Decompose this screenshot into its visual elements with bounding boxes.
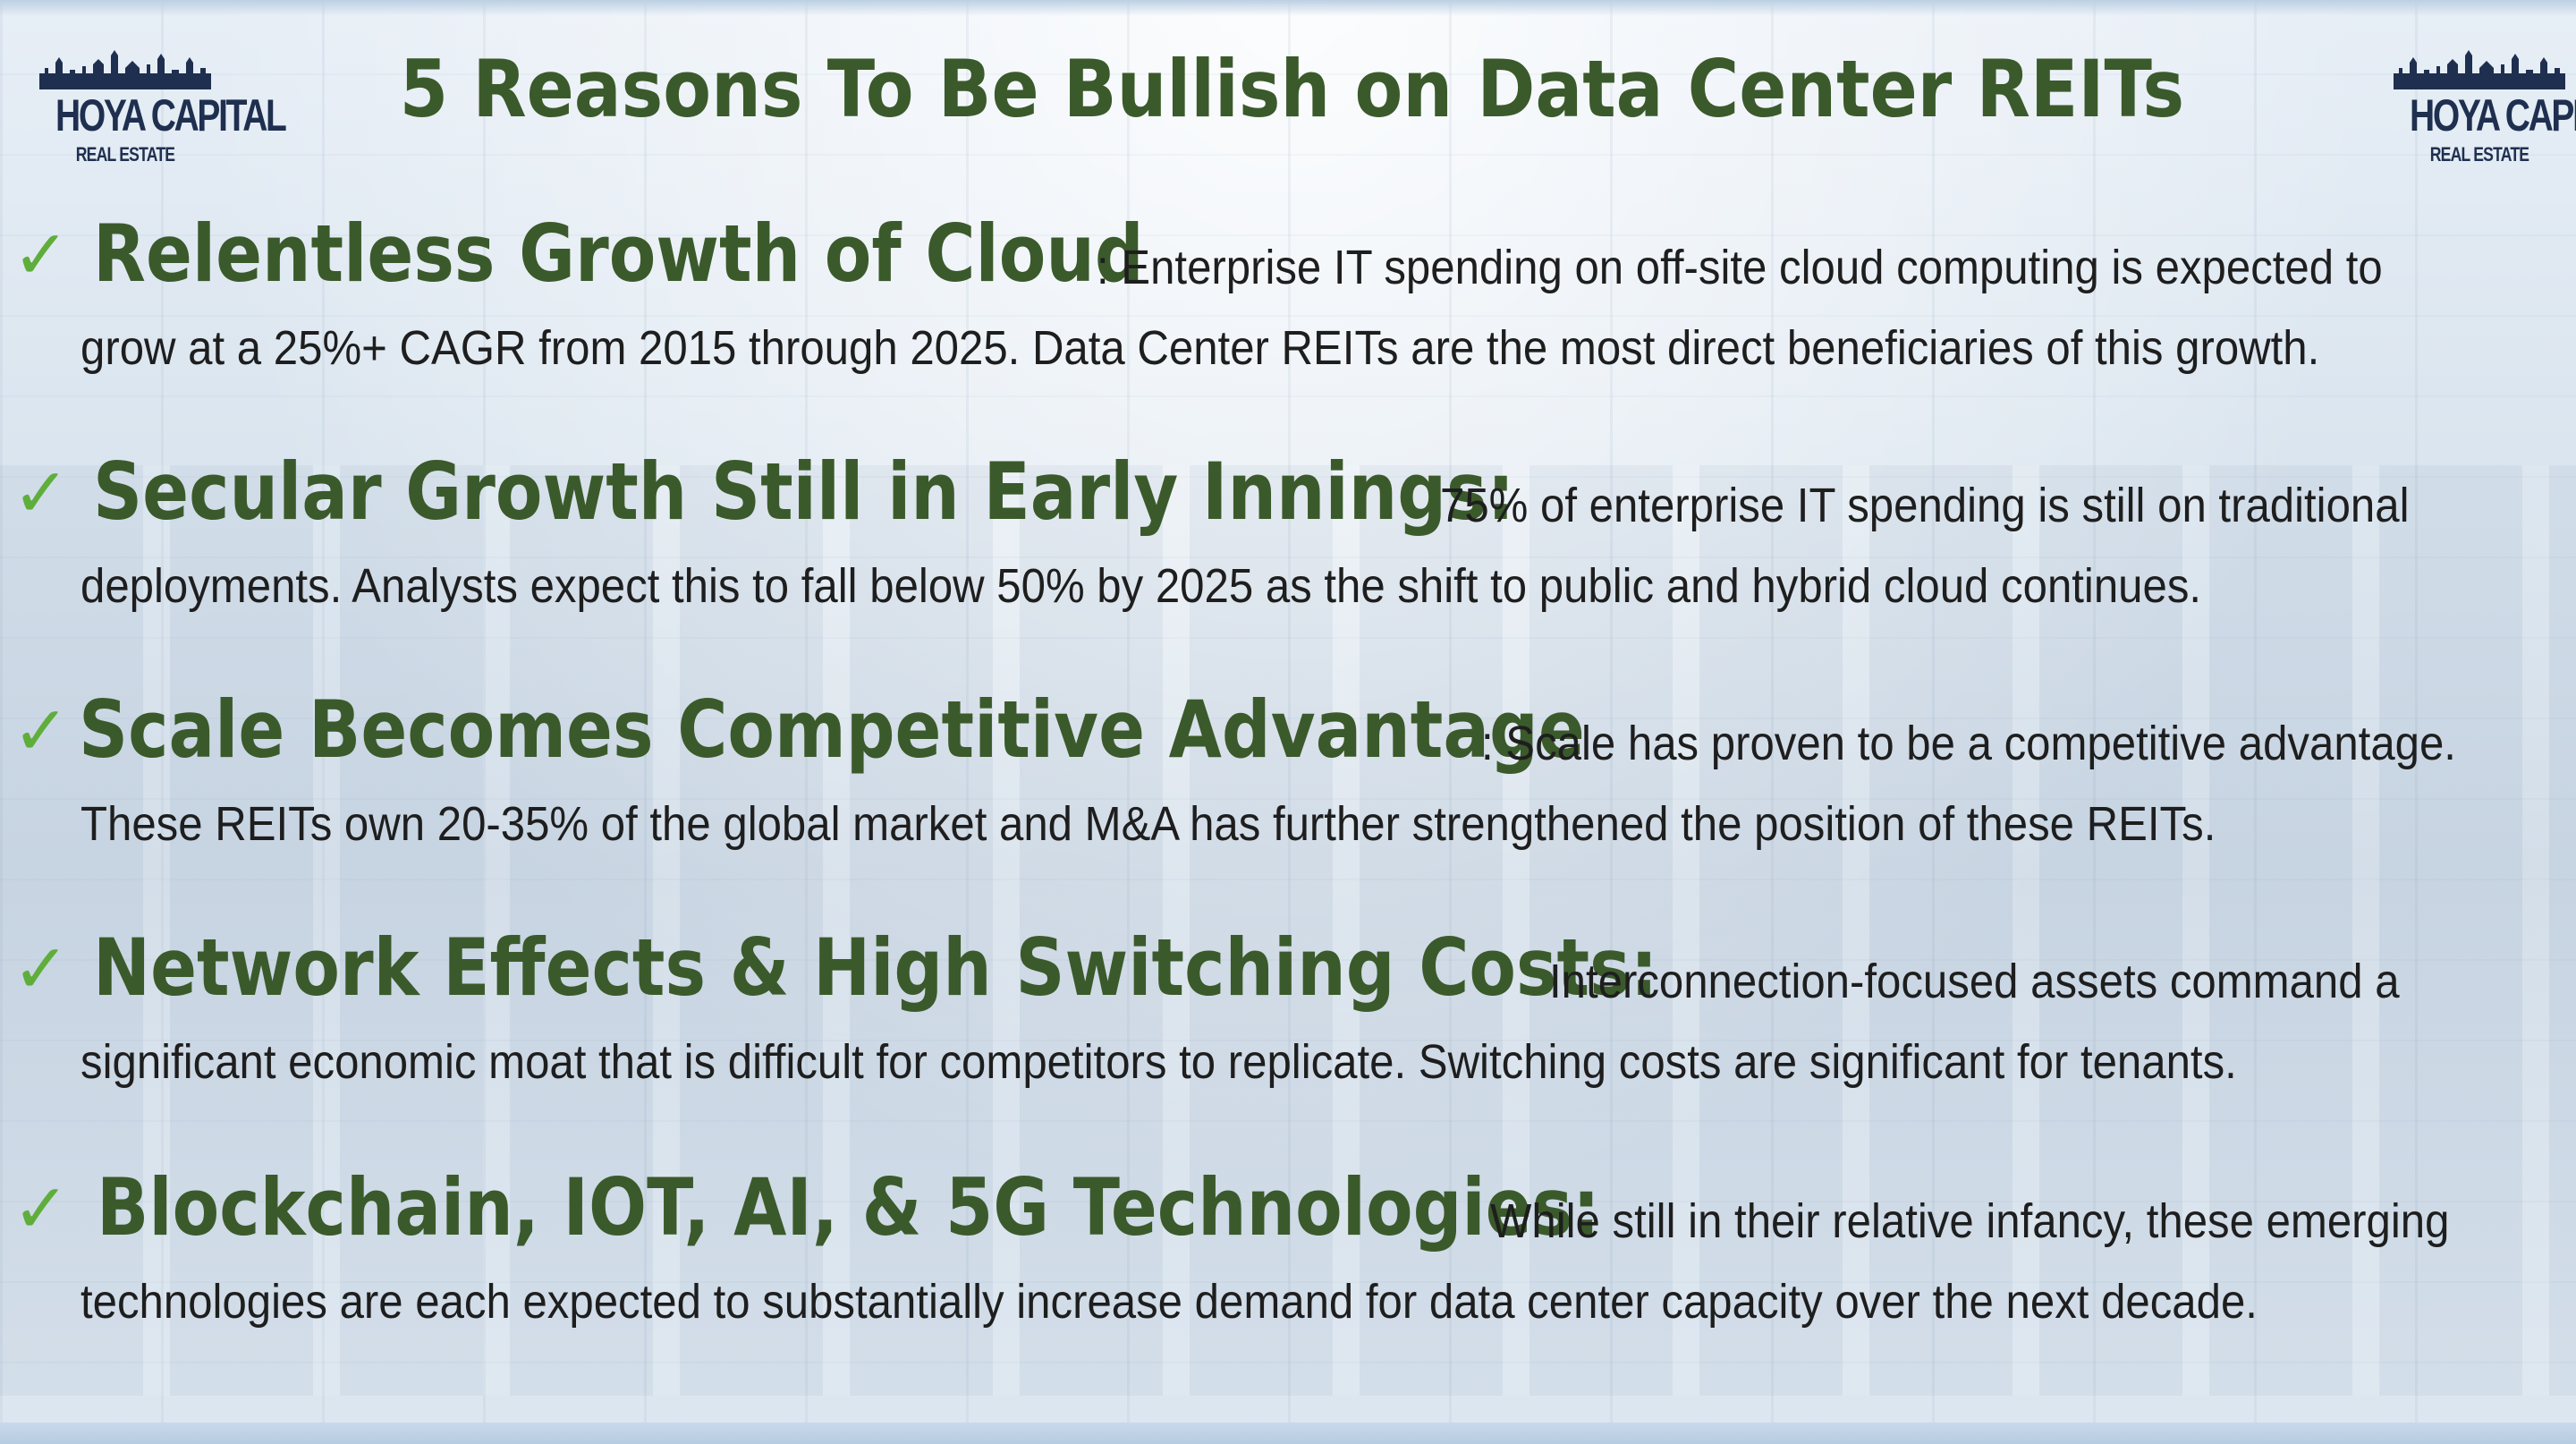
skyline-icon — [39, 50, 211, 89]
reason-heading: Scale Becomes Competitive Advantage — [79, 684, 1585, 776]
reason-body: significant economic moat that is diffic… — [80, 1035, 2237, 1089]
reason-heading: Relentless Growth of Cloud — [93, 208, 1144, 300]
reason-lead-text: 75% of enterprise IT spending is still o… — [1440, 479, 2410, 532]
page-title: 5 Reasons To Be Bullish on Data Center R… — [399, 43, 2185, 135]
logo-subtitle: REAL ESTATE — [2429, 143, 2529, 166]
reason-body: deployments. Analysts expect this to fal… — [80, 559, 2202, 613]
reason-body: These REITs own 20-35% of the global mar… — [80, 797, 2216, 851]
reason-heading: Network Effects & High Switching Costs: — [93, 922, 1658, 1014]
background-server-racks — [0, 465, 2576, 1396]
checkmark-icon: ✓ — [13, 453, 70, 532]
checkmark-icon: ✓ — [13, 1168, 70, 1248]
checkmark-icon: ✓ — [13, 215, 70, 294]
reason-lead-text: : Enterprise IT spending on off-site clo… — [1097, 241, 2383, 294]
reason-body: technologies are each expected to substa… — [80, 1275, 2258, 1329]
logo-name: HOYA CAPITAL — [2410, 90, 2576, 140]
reason-body: grow at a 25%+ CAGR from 2015 through 20… — [80, 321, 2320, 375]
bottom-band — [0, 1423, 2576, 1444]
top-band — [0, 0, 2576, 16]
checkmark-icon: ✓ — [13, 929, 70, 1008]
logo-subtitle: REAL ESTATE — [75, 143, 175, 166]
hoya-capital-logo-right: HOYA CAPITAL REAL ESTATE — [2390, 47, 2576, 181]
reason-heading: Blockchain, IOT, AI, & 5G Technologies: — [97, 1161, 1600, 1253]
skyline-icon — [2394, 50, 2565, 89]
reason-lead-text: While still in their relative infancy, t… — [1490, 1194, 2450, 1248]
checkmark-icon: ✓ — [13, 691, 70, 770]
reason-heading: Secular Growth Still in Early Innings: — [93, 446, 1515, 538]
reason-lead-text: : Scale has proven to be a competitive a… — [1481, 717, 2456, 770]
reason-lead-text: Interconnection-focused assets command a — [1549, 955, 2400, 1008]
